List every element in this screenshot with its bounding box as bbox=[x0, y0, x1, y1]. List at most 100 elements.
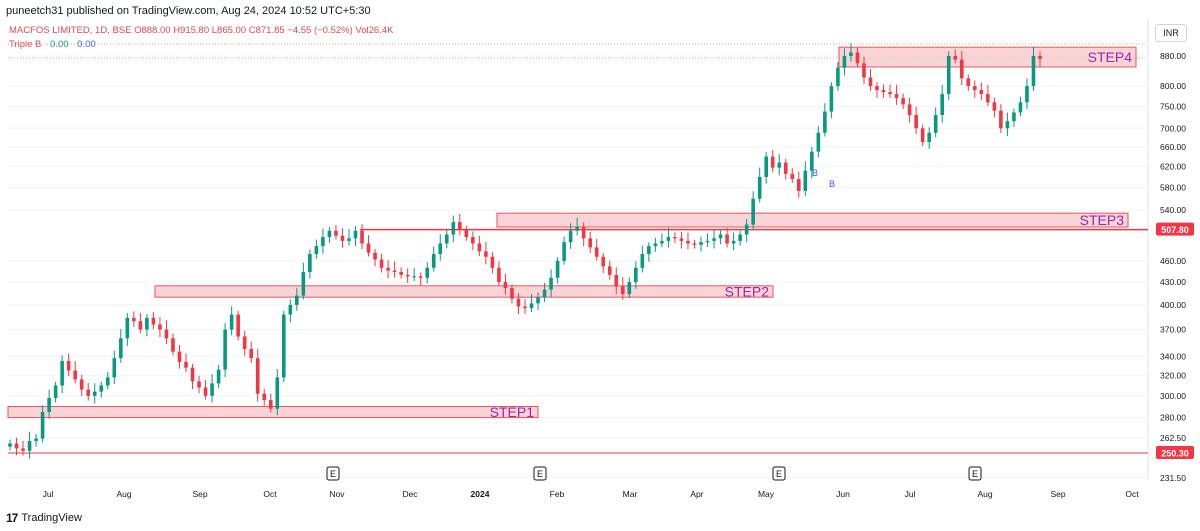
candle-body bbox=[973, 86, 977, 91]
candle-body bbox=[914, 115, 918, 129]
symbol-legend[interactable]: MACFOS LIMITED, 1D, BSE O888.00 H915.80 … bbox=[9, 25, 394, 36]
candle-body bbox=[451, 222, 456, 235]
candle-body bbox=[594, 247, 599, 257]
price-tick-label: 370.00 bbox=[1160, 325, 1186, 335]
candle-body bbox=[966, 78, 971, 87]
candle-body bbox=[40, 412, 45, 439]
candle-body bbox=[731, 240, 736, 244]
candle-body bbox=[555, 260, 560, 278]
candle-body bbox=[177, 351, 182, 362]
time-tick-label: Oct bbox=[263, 489, 277, 499]
candle-body bbox=[73, 370, 77, 380]
candle-body bbox=[640, 254, 645, 268]
time-tick-label: Sep bbox=[192, 489, 207, 499]
candle-body bbox=[725, 234, 729, 244]
candle-body bbox=[86, 389, 91, 396]
price-tick-label: 320.00 bbox=[1160, 370, 1186, 380]
price-tick-label: 540.00 bbox=[1160, 205, 1186, 215]
candle-body bbox=[490, 256, 495, 268]
earnings-marker-icon bbox=[968, 466, 982, 481]
candle-body bbox=[203, 387, 208, 396]
candle-body bbox=[796, 179, 801, 191]
candle-body bbox=[601, 256, 606, 267]
candle-body bbox=[8, 443, 12, 447]
candle-body bbox=[405, 274, 410, 277]
candle-body bbox=[588, 238, 592, 248]
price-tick-label: 300.00 bbox=[1160, 391, 1186, 401]
candle-body bbox=[620, 286, 625, 295]
candle-body bbox=[477, 243, 482, 252]
candle-body bbox=[875, 86, 879, 91]
candle-body bbox=[829, 86, 834, 112]
price-tick-label: 880.00 bbox=[1160, 51, 1186, 61]
candle-body bbox=[692, 243, 697, 245]
candle-body bbox=[484, 251, 488, 257]
candle-body bbox=[816, 132, 821, 152]
candle-body bbox=[14, 443, 19, 449]
time-tick-label: Sep bbox=[1050, 489, 1065, 499]
zone-step1 bbox=[7, 406, 539, 419]
candle-body bbox=[634, 267, 638, 283]
candle-body bbox=[699, 242, 703, 245]
candle-body bbox=[581, 227, 586, 239]
candle-body bbox=[744, 224, 749, 235]
zone-step2 bbox=[154, 285, 774, 298]
price-tick-label: 700.00 bbox=[1160, 123, 1186, 133]
level-label: 250.30 bbox=[1161, 449, 1189, 459]
zone-label-step4: STEP4 bbox=[1088, 49, 1133, 65]
level-badge bbox=[1156, 222, 1194, 236]
candle-body bbox=[907, 104, 912, 116]
candle-body bbox=[549, 277, 553, 290]
candle-body bbox=[366, 243, 371, 253]
candle-body bbox=[757, 176, 762, 199]
candle-body bbox=[653, 243, 658, 247]
candle-body bbox=[979, 90, 984, 95]
level-label: 507.80 bbox=[1161, 225, 1189, 235]
candle-body bbox=[425, 267, 430, 278]
candle-body bbox=[340, 235, 345, 241]
candle-body bbox=[901, 98, 905, 105]
candle-body bbox=[92, 391, 97, 396]
price-tick-label: 750.00 bbox=[1160, 101, 1186, 111]
candle-body bbox=[666, 237, 671, 241]
candle-body bbox=[327, 230, 332, 238]
currency-button[interactable]: INR bbox=[1155, 24, 1187, 42]
candle-body bbox=[458, 222, 462, 230]
candle-body bbox=[986, 94, 990, 103]
candle-body bbox=[705, 240, 710, 243]
candle-body bbox=[229, 314, 234, 330]
time-tick-label: 2024 bbox=[471, 489, 490, 499]
candle-body bbox=[119, 338, 123, 359]
candle-body bbox=[751, 198, 755, 225]
candle-body bbox=[614, 274, 619, 287]
candle-body bbox=[516, 298, 521, 307]
candle-body bbox=[1025, 86, 1029, 103]
zone-label-step2: STEP2 bbox=[725, 283, 770, 299]
candle-body bbox=[497, 267, 501, 283]
zone-label-step1: STEP1 bbox=[490, 404, 535, 420]
candle-body bbox=[314, 246, 319, 255]
candle-body bbox=[386, 267, 390, 271]
price-tick-label: 280.00 bbox=[1160, 413, 1186, 423]
time-tick-label: Apr bbox=[690, 489, 703, 499]
time-tick-label: Aug bbox=[116, 489, 131, 499]
candle-body bbox=[353, 230, 358, 239]
time-tick-label: Mar bbox=[623, 489, 638, 499]
candle-body bbox=[132, 317, 136, 322]
candle-body bbox=[940, 94, 945, 116]
candle-body bbox=[164, 329, 169, 339]
time-tick-label: Jun bbox=[836, 489, 850, 499]
earnings-marker-icon bbox=[533, 466, 547, 481]
earnings-marker-icon bbox=[326, 466, 340, 481]
candle-body bbox=[464, 229, 469, 238]
candle-body bbox=[242, 336, 247, 349]
candle-body bbox=[151, 317, 156, 325]
time-tick-label: Aug bbox=[977, 489, 992, 499]
time-tick-label: May bbox=[758, 489, 775, 499]
candle-body bbox=[523, 306, 527, 309]
candle-body bbox=[438, 243, 443, 255]
candle-body bbox=[262, 393, 267, 401]
candle-body bbox=[1018, 102, 1023, 113]
candle-body bbox=[288, 304, 293, 315]
